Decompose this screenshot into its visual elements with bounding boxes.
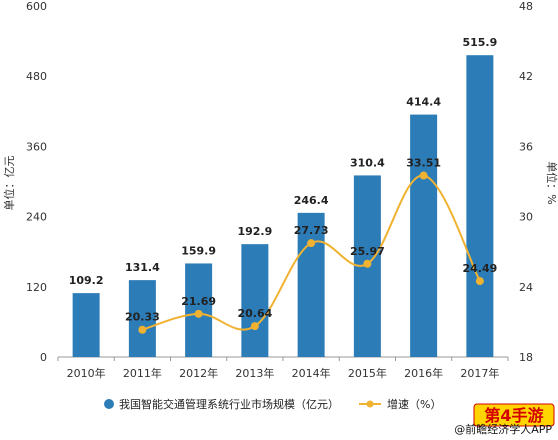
- legend: 我国智能交通管理系统行业市场规模（亿元） 增速（%）: [104, 397, 441, 411]
- right-tick-label: 30: [519, 211, 533, 224]
- growth-point: [250, 322, 259, 331]
- left-tick-label: 120: [26, 281, 47, 294]
- bar: [72, 293, 100, 357]
- bar: [241, 244, 269, 357]
- x-tick-label: 2016年: [404, 366, 443, 380]
- growth-value-label: 20.64: [237, 307, 272, 320]
- growth-value-label: 24.49: [462, 262, 497, 275]
- growth-value-label: 27.73: [294, 224, 329, 237]
- left-tick-label: 480: [26, 70, 47, 83]
- bar: [128, 280, 156, 357]
- legend-bar-marker: [104, 399, 114, 409]
- bar: [466, 55, 494, 358]
- growth-value-label: 20.33: [125, 311, 160, 324]
- legend-line-label: 增速（%）: [387, 397, 441, 411]
- bar-value-label: 109.2: [69, 274, 104, 287]
- left-tick-label: 240: [26, 211, 47, 224]
- right-tick-label: 36: [519, 140, 533, 153]
- x-tick-label: 2013年: [235, 366, 274, 380]
- growth-point: [475, 277, 484, 286]
- right-axis-title: 单位：%: [545, 161, 558, 204]
- growth-point: [363, 259, 372, 268]
- bar: [410, 114, 438, 358]
- x-tick-label: 2011年: [123, 366, 162, 380]
- x-tick-label: 2015年: [348, 366, 387, 380]
- bar-value-label: 414.4: [406, 96, 441, 109]
- watermark-badge-bg: [473, 403, 555, 427]
- bar-value-labels: 109.2 131.4 159.9 192.9 246.4 310.4 414.4 515.9: [69, 36, 498, 287]
- right-tick-label: 24: [519, 281, 533, 294]
- bar-value-label: 159.9: [181, 244, 216, 257]
- right-axis-ticks: 18 24 30 36 42 48: [519, 0, 533, 364]
- growth-value-label: 25.97: [350, 245, 385, 258]
- growth-value-labels: 20.33 21.69 20.64 27.73 25.97 33.51 24.49: [125, 157, 497, 324]
- watermark-source: @前瞻经济学人APP: [454, 422, 552, 436]
- left-tick-label: 360: [26, 140, 47, 153]
- x-axis-ticks: 2010年 2011年 2012年 2013年 2014年 2015年 2016年 2017年: [57, 357, 509, 380]
- legend-line-marker-dot: [366, 400, 374, 408]
- bar-value-label: 310.4: [350, 156, 385, 169]
- left-tick-label: 0: [40, 351, 47, 364]
- growth-value-label: 21.69: [181, 295, 216, 308]
- right-tick-label: 48: [519, 0, 533, 13]
- left-axis-ticks: 0 120 240 360 480 600: [26, 0, 47, 364]
- legend-bar-label: 我国智能交通管理系统行业市场规模（亿元）: [119, 397, 339, 411]
- growth-point: [194, 309, 203, 318]
- watermark-badge-text: 第4手游: [484, 406, 543, 425]
- bar-value-label: 131.4: [125, 261, 160, 274]
- right-tick-label: 42: [519, 70, 533, 83]
- left-axis-title: 单位：亿元: [2, 156, 16, 211]
- x-tick-label: 2017年: [460, 366, 499, 380]
- left-tick-label: 600: [26, 0, 47, 13]
- bar-value-label: 515.9: [462, 36, 497, 49]
- growth-point: [419, 171, 428, 180]
- bar-value-label: 246.4: [294, 194, 329, 207]
- bar-value-label: 192.9: [237, 225, 272, 238]
- x-tick-label: 2010年: [67, 366, 106, 380]
- corner-watermark: 第4手游 @前瞻经济学人APP: [454, 403, 555, 436]
- bar: [297, 212, 325, 357]
- x-tick-label: 2014年: [292, 366, 331, 380]
- growth-point: [307, 239, 316, 248]
- growth-value-label: 33.51: [406, 157, 441, 170]
- right-tick-label: 18: [519, 351, 533, 364]
- growth-point: [138, 325, 147, 334]
- growth-line-series: [138, 171, 484, 334]
- x-tick-label: 2012年: [179, 366, 218, 380]
